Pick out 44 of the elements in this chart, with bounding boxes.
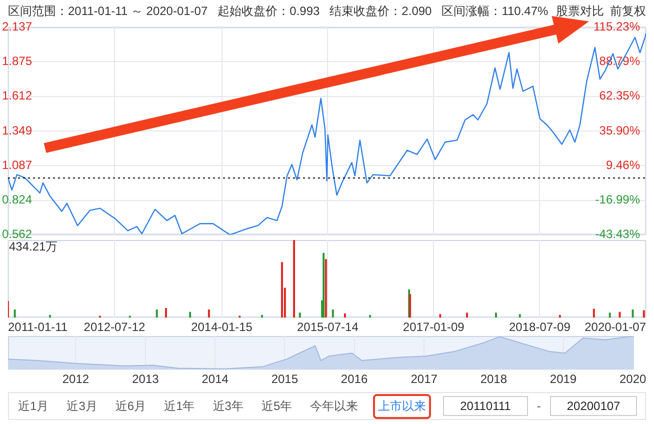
text: - xyxy=(536,398,542,415)
text: 近5年 xyxy=(260,398,294,414)
y-tick-label: 2.137 xyxy=(2,20,32,34)
x-tick-label: 2012-07-12 xyxy=(84,320,146,334)
x-tick-label: 2016 xyxy=(340,372,368,386)
y2-tick-label: -43.43% xyxy=(595,227,640,242)
text: 近3年 xyxy=(212,398,244,414)
text: 上市以来 xyxy=(373,394,432,418)
text: 20200107 xyxy=(550,396,638,416)
annotation: 434.21万 xyxy=(9,239,58,254)
y2-tick-label: -16.99% xyxy=(595,192,640,207)
x-tick-label: 2014 xyxy=(202,372,229,386)
x-tick-label: 2013 xyxy=(132,372,160,386)
text: 股票对比 xyxy=(556,4,604,18)
x-tick-label: 2017 xyxy=(410,372,438,386)
x-tick-label: 2015-07-14 xyxy=(296,320,359,334)
x-tick-label: 2012 xyxy=(62,372,90,386)
y-tick-label: 1.875 xyxy=(2,54,32,68)
x-tick-label: 2018 xyxy=(480,372,508,386)
y2-tick-label: 9.46% xyxy=(606,158,640,172)
y-tick-label: 0.562 xyxy=(2,227,32,242)
y-tick-label: 1.349 xyxy=(2,123,32,138)
y-tick-label: 1.612 xyxy=(2,88,32,103)
text: 前复权 xyxy=(610,4,646,18)
y-tick-label: 1.087 xyxy=(2,158,32,172)
x-tick-label: 2017-01-09 xyxy=(402,320,465,334)
x-tick-label: 2020 xyxy=(620,372,647,386)
x-tick-label: 2018-07-09 xyxy=(509,320,571,334)
y-tick-label: 0.824 xyxy=(2,192,32,207)
text: 近3月 xyxy=(66,398,98,414)
text: 近6月 xyxy=(114,398,148,414)
text: 20110111 xyxy=(443,396,528,416)
x-tick-label: 2020-01-07 xyxy=(584,320,646,334)
y2-tick-label: 62.35% xyxy=(599,88,640,103)
x-tick-label: 2019 xyxy=(550,372,577,386)
text: 近1月 xyxy=(17,398,50,414)
y2-tick-label: 35.90% xyxy=(599,123,640,138)
x-tick-label: 2011-01-11 xyxy=(8,320,68,334)
y2-tick-label: 115.23% xyxy=(594,20,640,34)
text: 近1年 xyxy=(163,398,196,414)
chart-title: 区间范围：2011-01-11 ～ 2020-01-07 起始收盘价：0.993 结束收盘价：2.090 区间涨幅：110.47% xyxy=(8,4,548,18)
x-tick-label: 2014-01-15 xyxy=(191,320,253,334)
x-tick-label: 2015 xyxy=(271,372,298,386)
text: 今年以来 xyxy=(309,398,360,414)
